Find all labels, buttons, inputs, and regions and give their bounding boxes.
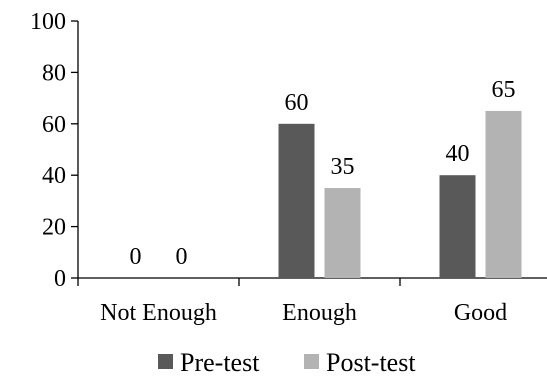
y-tick-label: 80 <box>42 60 66 86</box>
y-tick-label: 40 <box>42 163 66 189</box>
legend-swatch <box>158 354 173 369</box>
y-tick-label: 0 <box>54 266 66 292</box>
data-label: 0 <box>176 244 188 270</box>
x-axis-categories: Not Enough Enough Good <box>77 278 507 326</box>
bar-post-test <box>324 188 361 278</box>
bars <box>278 110 522 278</box>
legend: Pre-test Post-test <box>158 348 416 377</box>
data-label: 60 <box>285 90 309 116</box>
legend-label: Pre-test <box>180 348 260 377</box>
y-tick-label: 100 <box>30 9 66 35</box>
data-label: 65 <box>492 77 516 103</box>
legend-swatch <box>304 354 319 369</box>
legend-label: Post-test <box>326 348 416 377</box>
x-category-label: Not Enough <box>100 300 217 326</box>
data-label: 40 <box>446 141 470 167</box>
data-label: 35 <box>331 154 355 180</box>
data-label: 0 <box>130 244 142 270</box>
y-tick-label: 20 <box>42 215 66 241</box>
x-category-label: Enough <box>282 300 357 326</box>
bar-pre-test <box>439 175 476 278</box>
x-category-label: Good <box>454 300 507 326</box>
data-labels: 0 60 40 0 35 65 <box>130 77 516 270</box>
y-axis-ticks: 0 20 40 60 80 100 <box>30 9 78 292</box>
y-tick-label: 60 <box>42 112 66 138</box>
bar-post-test <box>485 110 522 278</box>
bar-pre-test <box>278 123 315 278</box>
